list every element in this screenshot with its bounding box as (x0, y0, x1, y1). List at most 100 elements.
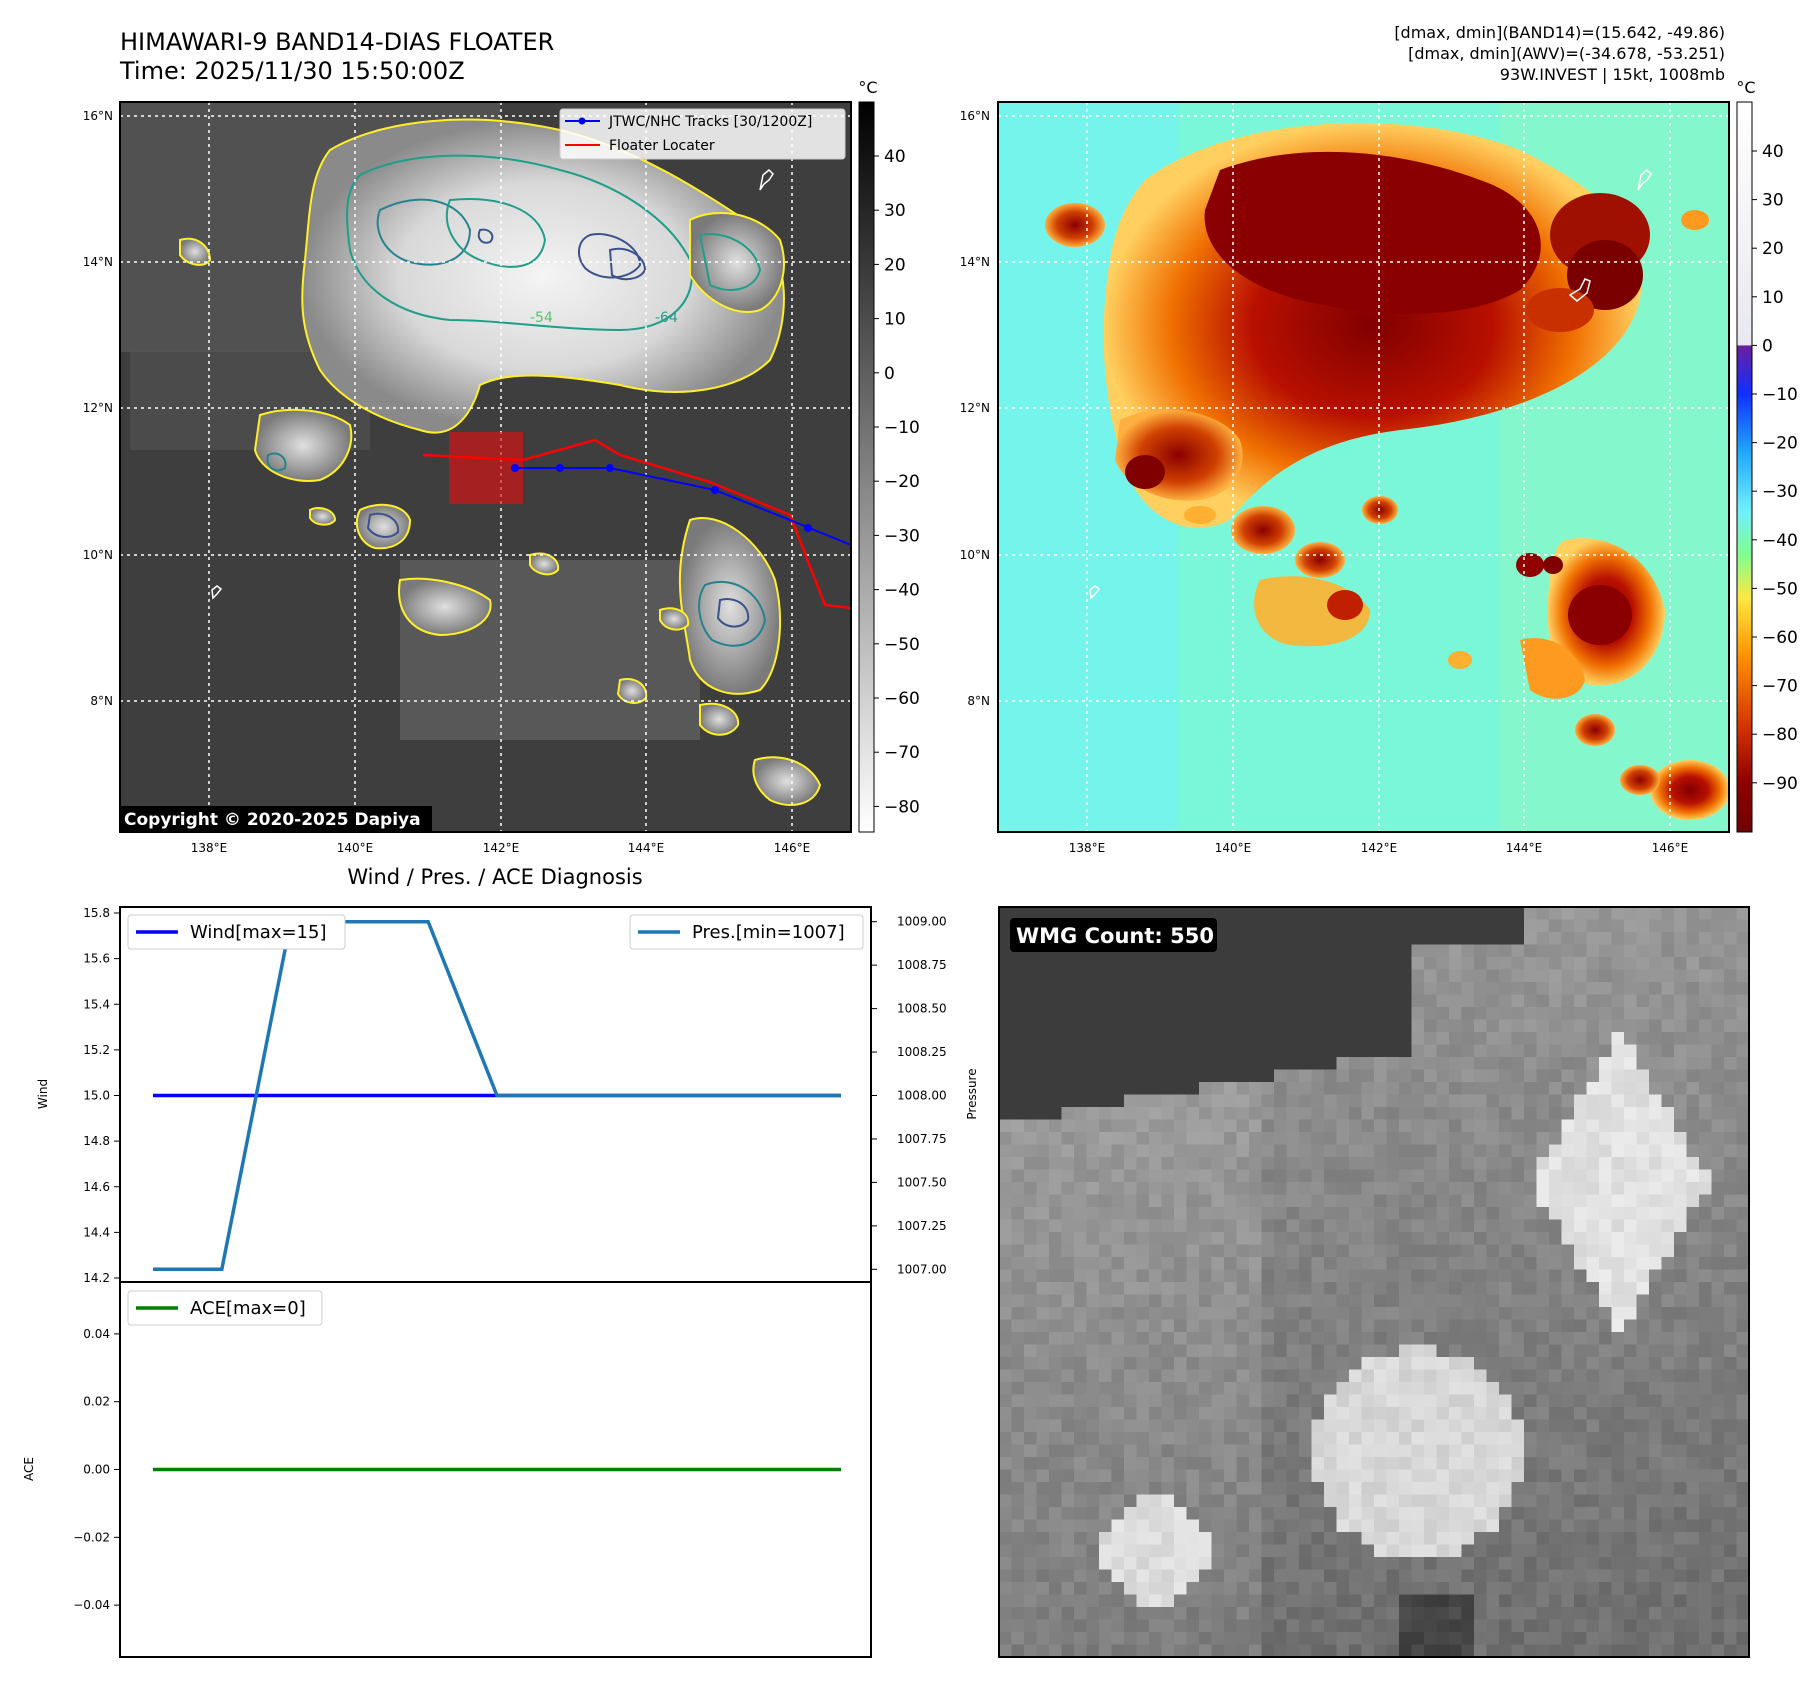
pressure-series-line (153, 919, 841, 1272)
ace-tick-label: −0.02 (73, 1530, 110, 1544)
figure-title: HIMAWARI-9 BAND14-DIAS FLOATER (120, 28, 554, 56)
ace-axis-label: ACE (22, 1457, 36, 1481)
awv-colorbar-unit: °C (1736, 78, 1755, 97)
lon-label: 146°E (774, 841, 811, 855)
lon-label: 140°E (337, 841, 374, 855)
colorbar-tick-label: −80 (1762, 725, 1798, 745)
colorbar-tick-label: −40 (884, 581, 920, 601)
wind-pressure-panel: 15.8 15.6 15.4 15.2 15.0 14.8 14.6 14.4 14.2 100… (36, 906, 979, 1285)
colorbar-tick-label: −10 (1762, 385, 1798, 405)
colorbar-tick-label: −20 (1762, 434, 1798, 454)
contour-label-64: -64 (655, 310, 678, 326)
lat-label: 12°N (83, 401, 113, 415)
wind-tick-label: 14.8 (83, 1134, 110, 1148)
ace-tick-label: 0.00 (83, 1463, 110, 1477)
lon-label: 142°E (483, 841, 520, 855)
band14-colorbar (858, 101, 875, 833)
lat-label: 10°N (960, 548, 990, 562)
jtwc-track-points (511, 464, 812, 532)
wind-axis-label: Wind (36, 1079, 50, 1109)
pressure-tick-label: 1008.75 (897, 958, 947, 972)
diag-title: Wind / Pres. / ACE Diagnosis (347, 865, 642, 889)
lat-label: 16°N (83, 109, 113, 123)
legend-jtwc-track: JTWC/NHC Tracks [30/1200Z] (608, 114, 812, 130)
legend-floater-locater: Floater Locater (609, 138, 715, 154)
lon-label: 138°E (191, 841, 228, 855)
colorbar-tick-label: 20 (884, 255, 906, 275)
wind-tick-label: 14.4 (83, 1225, 110, 1239)
lon-label: 140°E (1215, 841, 1252, 855)
colorbar-tick-label: 0 (1762, 336, 1773, 356)
wind-legend-label: Wind[max=15] (190, 922, 327, 943)
awv-map: 16°N 14°N 12°N 10°N 8°N 138°E 140°E 142°… (960, 78, 1798, 855)
lat-label: 8°N (90, 694, 113, 708)
wind-tick-label: 14.6 (83, 1180, 110, 1194)
wind-tick-label: 14.2 (83, 1271, 110, 1285)
colorbar-tick-label: 20 (1762, 239, 1784, 259)
colorbar-tick-label: −70 (884, 743, 920, 763)
lon-label: 146°E (1652, 841, 1689, 855)
lon-label: 138°E (1069, 841, 1106, 855)
wind-tick-label: 15.2 (83, 1043, 110, 1057)
colorbar-tick-label: −60 (1762, 628, 1798, 648)
colorbar-tick-label: 10 (1762, 288, 1784, 308)
lat-label: 14°N (960, 255, 990, 269)
pressure-tick-label: 1008.00 (897, 1089, 947, 1103)
wind-legend: Wind[max=15] (127, 914, 346, 950)
colorbar-tick-label: −30 (1762, 482, 1798, 502)
lat-label: 8°N (967, 694, 990, 708)
island-outline (759, 168, 774, 191)
band14-legend: JTWC/NHC Tracks [30/1200Z] Floater Locat… (559, 108, 846, 160)
floater-box (449, 432, 523, 504)
pressure-tick-label: 1008.50 (897, 1002, 947, 1016)
band14-map-frame (119, 101, 852, 833)
pressure-tick-label: 1007.00 (897, 1262, 947, 1276)
floater-locater-line (422, 438, 851, 610)
wind-tick-label: 15.0 (83, 1089, 110, 1103)
lat-label: 14°N (83, 255, 113, 269)
awv-gridlines (998, 102, 1729, 832)
lon-label: 144°E (628, 841, 665, 855)
ace-legend: ACE[max=0] (127, 1290, 323, 1326)
band14-map: -54 -64 JTWC/NHC Tracks [30/1200Z] Float… (83, 78, 920, 855)
lat-label: 16°N (960, 109, 990, 123)
ace-panel: 0.04 0.02 0.00 −0.02 −0.04 ACE ACE[max=0] (22, 1281, 872, 1658)
pressure-tick-label: 1009.00 (897, 915, 947, 929)
band14-colorbar-unit: °C (858, 78, 877, 97)
colorbar-tick-label: 40 (1762, 142, 1784, 162)
colorbar-tick-label: 10 (884, 310, 906, 330)
figure-time: Time: 2025/11/30 15:50:00Z (119, 57, 465, 85)
awv-map-frame (997, 101, 1730, 833)
pressure-tick-label: 1008.25 (897, 1045, 947, 1059)
lat-label: 10°N (83, 548, 113, 562)
copyright-badge (120, 806, 432, 832)
colorbar-tick-label: −90 (1762, 774, 1798, 794)
colorbar-tick-label: −50 (884, 635, 920, 655)
ace-tick-label: −0.04 (73, 1598, 110, 1612)
colorbar-tick-label: −50 (1762, 579, 1798, 599)
info-band14: [dmax, dmin](BAND14)=(15.642, -49.86) (1394, 23, 1725, 42)
colorbar-tick-label: −80 (884, 797, 920, 817)
pressure-tick-label: 1007.25 (897, 1219, 947, 1233)
wmg-panel: WMG Count: 550 (998, 906, 1750, 1658)
colorbar-tick-label: −40 (1762, 531, 1798, 551)
info-awv: [dmax, dmin](AWV)=(-34.678, -53.251) (1408, 44, 1725, 63)
wind-tick-label: 15.4 (83, 997, 110, 1011)
colorbar-tick-label: −70 (1762, 677, 1798, 697)
colorbar-tick-label: −30 (884, 526, 920, 546)
ace-tick-label: 0.04 (83, 1327, 110, 1341)
pressure-legend-label: Pres.[min=1007] (692, 922, 845, 943)
colorbar-tick-label: 30 (884, 201, 906, 221)
pressure-legend: Pres.[min=1007] (629, 914, 864, 950)
ace-legend-label: ACE[max=0] (190, 1298, 306, 1319)
wmg-count-badge (1010, 918, 1217, 952)
awv-colorbar (1736, 101, 1753, 833)
colorbar-tick-label: 40 (884, 147, 906, 167)
ace-tick-label: 0.02 (83, 1395, 110, 1409)
colorbar-tick-label: 0 (884, 364, 895, 384)
lat-label: 12°N (960, 401, 990, 415)
pressure-tick-label: 1007.75 (897, 1132, 947, 1146)
wind-tick-label: 15.8 (83, 906, 110, 920)
pressure-tick-label: 1007.50 (897, 1175, 947, 1189)
